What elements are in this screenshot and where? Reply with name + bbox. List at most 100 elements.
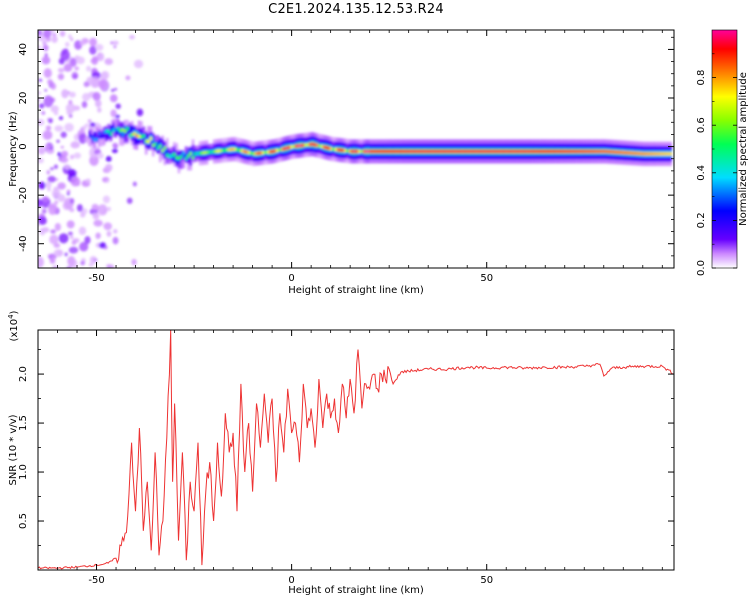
heatmap-ridge-band: [100, 131, 104, 138]
heatmap-cell: [60, 131, 67, 138]
heatmap-ridge-band: [109, 125, 113, 132]
heatmap-ridge-band: [121, 128, 125, 132]
heatmap-ridge-band: [531, 149, 534, 154]
heatmap-ridge-band: [194, 152, 197, 156]
heatmap-ridge-band: [505, 149, 509, 154]
heatmap-cell: [92, 91, 101, 101]
heatmap-cell: [68, 99, 73, 105]
heatmap-ridge-band: [151, 143, 155, 147]
heatmap-cell: [102, 195, 111, 204]
heatmap-cell: [85, 123, 90, 127]
heatmap-ridge-band: [383, 149, 387, 154]
heatmap-ridge-band: [554, 149, 558, 154]
heatmap-ridge-band: [379, 149, 382, 154]
heatmap-cell: [79, 40, 86, 46]
heatmap-cell: [97, 107, 102, 113]
heatmap-ridge-band: [606, 149, 609, 154]
heatmap-ridge-band: [168, 154, 171, 159]
heatmap-ridge-band: [542, 149, 546, 154]
heatmap-cell: [112, 40, 119, 45]
heatmap-cell: [50, 105, 59, 113]
heatmap-ridge-band: [451, 149, 455, 154]
heatmap-ridge-band: [517, 149, 520, 154]
heatmap-ridge-band: [114, 118, 118, 135]
heatmap-ridge-band: [552, 149, 555, 154]
heatmap-cell: [64, 252, 68, 257]
heatmap-ridge-band: [482, 149, 485, 154]
heatmap-content: [38, 30, 672, 268]
x-tick-label: 50: [480, 273, 493, 284]
colorbar-tick-label: 0.6: [696, 117, 707, 133]
heatmap-cell: [38, 78, 43, 82]
heatmap-ridge-band: [622, 150, 626, 155]
colorbar-gradient: [711, 29, 738, 269]
y-tick-label: 1.0: [18, 464, 29, 480]
heatmap-ridge-band: [421, 149, 424, 154]
heatmap-cell: [88, 262, 94, 267]
heatmap-ridge-band: [261, 151, 265, 155]
heatmap-ridge-band: [582, 149, 586, 154]
heatmap-ridge-band: [449, 149, 452, 154]
heatmap-ridge-band: [545, 149, 548, 154]
heatmap-cell: [42, 40, 47, 46]
heatmap-ridge-band: [109, 132, 113, 136]
heatmap-ridge-band: [360, 149, 363, 154]
heatmap-cell: [69, 207, 75, 213]
heatmap-cell: [49, 147, 53, 150]
heatmap-ridge-band: [402, 149, 406, 154]
y-tick-label: 20: [18, 92, 29, 105]
heatmap-ridge-band: [376, 149, 380, 154]
heatmap-cell: [113, 45, 117, 49]
heatmap-cell: [56, 139, 60, 143]
heatmap-cell: [81, 101, 88, 109]
heatmap-ridge-band: [664, 152, 668, 156]
heatmap-ridge-band: [318, 144, 321, 148]
heatmap-ridge-band: [189, 151, 192, 156]
heatmap-cell: [45, 181, 52, 189]
heatmap-ridge-band: [659, 152, 663, 156]
heatmap-ridge-band: [404, 149, 408, 154]
heatmap-ridge-band: [180, 152, 183, 169]
heatmap-cell: [68, 246, 79, 254]
heatmap-ridge-band: [610, 150, 614, 154]
heatmap-ridge-band: [540, 149, 544, 154]
heatmap-ridge-band: [93, 138, 97, 142]
heatmap-cell: [92, 212, 97, 217]
heatmap-ridge-band: [460, 149, 464, 154]
heatmap-cell: [73, 152, 82, 159]
heatmap-ridge-band: [91, 136, 94, 140]
heatmap-cell: [70, 141, 80, 149]
heatmap-ridge-band: [393, 149, 396, 154]
heatmap-ridge-band: [88, 130, 92, 137]
heatmap-ridge-band: [528, 149, 532, 154]
heatmap-cell: [65, 41, 70, 47]
heatmap-ridge-band: [669, 152, 672, 156]
heatmap-cell: [42, 130, 53, 140]
heatmap-cell: [83, 81, 90, 88]
heatmap-ridge-band: [292, 144, 295, 149]
heatmap-cell: [38, 216, 47, 226]
heatmap-cell: [41, 208, 47, 214]
heatmap-cell: [104, 58, 113, 65]
heatmap-ridge-band: [526, 149, 530, 154]
heatmap-ridge-band: [268, 150, 272, 154]
heatmap-cell: [85, 178, 91, 184]
heatmap-cell: [66, 220, 75, 229]
heatmap-ridge-band: [585, 149, 588, 154]
heatmap-ridge-band: [301, 143, 305, 147]
heatmap-ridge-band: [629, 151, 633, 155]
heatmap-ridge-band: [456, 149, 459, 154]
heatmap-ridge-band: [334, 147, 338, 152]
heatmap-ridge-band: [341, 148, 345, 152]
heatmap-ridge-band: [648, 152, 651, 156]
heatmap-cell: [97, 152, 104, 159]
heatmap-cell: [66, 189, 71, 194]
heatmap-ridge-band: [170, 154, 174, 158]
heatmap-ridge-band: [133, 132, 136, 136]
heatmap-ridge-band: [369, 149, 373, 154]
heatmap-ridge-band: [203, 151, 207, 155]
heatmap-cell: [66, 110, 73, 115]
heatmap-cell: [51, 32, 57, 37]
heatmap-ridge-band: [458, 149, 462, 154]
heatmap-ridge-band: [510, 149, 513, 154]
